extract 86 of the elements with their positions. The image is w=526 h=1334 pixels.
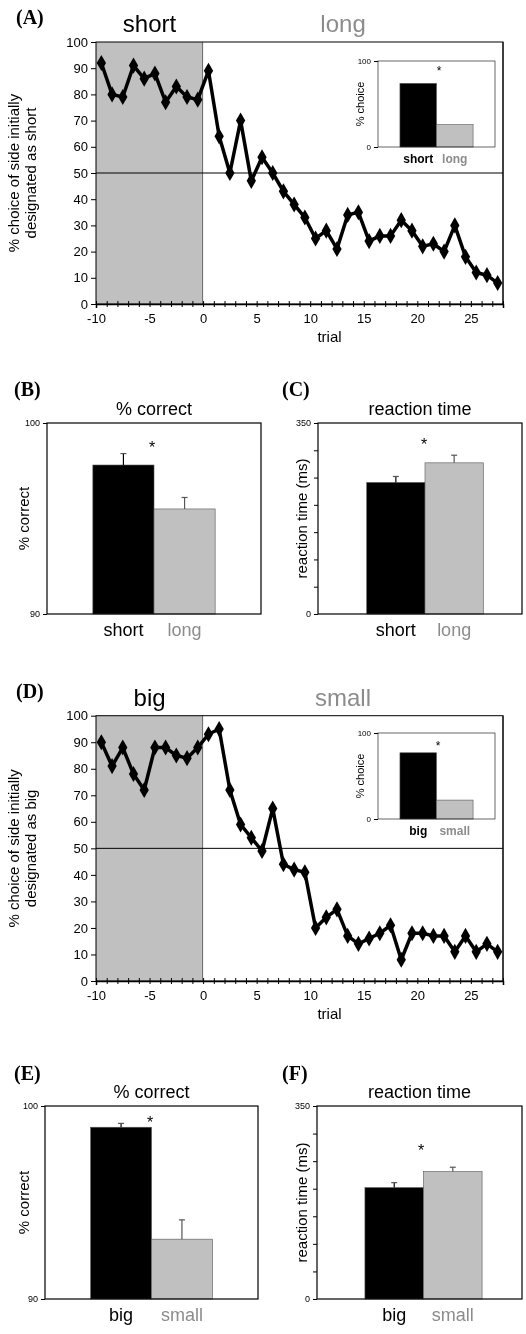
x-tick-label: 0 [199, 987, 208, 1003]
y-tick-label: 20 [73, 244, 88, 260]
x-tick-label: short [103, 620, 144, 640]
chart-title: reaction time [368, 399, 472, 419]
annotation: * [146, 1114, 154, 1131]
y-tick-label: 350 [294, 1101, 310, 1112]
annotation: * [436, 64, 442, 78]
x-tick-label: -10 [87, 310, 106, 326]
text: (C) [282, 378, 310, 401]
y-tick-label: 20 [73, 920, 88, 936]
y-axis-title: % choice [353, 81, 366, 127]
x-tick-label: 5 [253, 310, 261, 326]
y-axis-title: % choice of side initially designated as big [5, 768, 39, 928]
x-tick-label: 25 [464, 310, 479, 326]
x-tick-label: long [437, 620, 472, 640]
x-tick-label: big [382, 1305, 407, 1325]
y-axis-title: % correct [15, 1170, 33, 1235]
y-tick-label: 0 [304, 1294, 310, 1305]
x-tick-label: 5 [253, 987, 261, 1003]
text: (F) [282, 1062, 308, 1085]
y-tick-label: 10 [73, 947, 88, 963]
text: (D) [16, 680, 44, 703]
x-tick-label: 25 [464, 987, 479, 1003]
y-tick-label: 80 [73, 761, 88, 777]
y-tick-label: 90 [73, 734, 88, 750]
y-tick-label: 90 [27, 1294, 38, 1305]
x-tick-label: small [431, 1305, 474, 1325]
text: (B) [14, 378, 41, 401]
y-tick-label: 100 [24, 418, 40, 429]
y-tick-label: 60 [73, 139, 88, 155]
annotation: * [435, 739, 441, 753]
y-tick-label: 70 [73, 113, 88, 129]
y-axis-title: % correct [15, 486, 33, 551]
annotation: * [417, 1142, 425, 1159]
y-axis-title: reaction time (ms) [293, 458, 311, 579]
y-tick-label: 60 [73, 814, 88, 830]
x-tick-label: big [109, 1305, 134, 1325]
y-tick-label: 90 [73, 60, 88, 76]
chart-title: % correct [113, 1082, 190, 1102]
y-tick-label: 0 [366, 815, 372, 825]
annotation: * [420, 436, 428, 453]
y-tick-label: 30 [73, 218, 88, 234]
y-tick-label: 80 [73, 87, 88, 103]
x-tick-label: -5 [144, 310, 156, 326]
y-tick-label: 90 [29, 609, 40, 620]
y-axis-title: % choice [353, 753, 366, 799]
band-label: short [122, 10, 177, 37]
y-tick-label: 0 [80, 973, 88, 989]
y-tick-label: 0 [80, 296, 88, 312]
x-tick-label: 15 [357, 987, 372, 1003]
y-tick-label: 100 [357, 729, 372, 739]
y-tick-label: 30 [73, 894, 88, 910]
chart-title: reaction time [367, 1082, 472, 1102]
y-tick-label: 100 [66, 34, 88, 50]
band-label: small [315, 683, 372, 711]
x-tick-label: short [375, 620, 416, 640]
chart-title: % correct [115, 399, 193, 419]
y-tick-label: 0 [366, 143, 372, 153]
annotation: * [148, 439, 156, 456]
y-tick-label: 50 [73, 841, 88, 857]
y-tick-label: 100 [22, 1101, 38, 1112]
x-tick-label: 20 [410, 310, 426, 326]
y-tick-label: 40 [73, 867, 88, 883]
y-tick-label: 70 [73, 787, 88, 803]
x-tick-label: -10 [87, 987, 106, 1003]
x-tick-label: 0 [199, 310, 208, 326]
y-tick-label: 100 [357, 57, 372, 67]
y-tick-label: 350 [295, 418, 311, 429]
x-tick-label: -5 [144, 987, 156, 1003]
y-axis-title: % choice of side initially designated as short [5, 93, 39, 253]
text: (A) [16, 6, 44, 29]
y-tick-label: 40 [73, 191, 88, 207]
x-axis-title: trial [317, 1005, 342, 1022]
band-label: big [133, 683, 166, 711]
x-tick-label: 20 [410, 987, 426, 1003]
y-tick-label: 100 [66, 708, 88, 724]
y-axis-title: reaction time (ms) [293, 1142, 311, 1263]
text: (E) [14, 1062, 41, 1085]
y-tick-label: 50 [73, 165, 88, 181]
x-tick-label: long [167, 620, 202, 640]
y-tick-label: 10 [73, 270, 88, 286]
x-tick-label: small [160, 1305, 203, 1325]
x-tick-label: 15 [357, 310, 372, 326]
y-tick-label: 0 [305, 609, 311, 620]
x-axis-title: trial [317, 328, 342, 345]
band-label: long [320, 10, 366, 37]
